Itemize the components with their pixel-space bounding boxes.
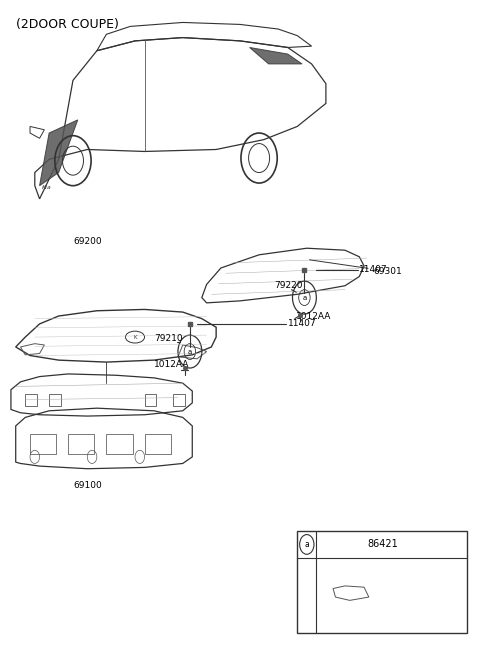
- Text: a: a: [304, 540, 309, 549]
- Bar: [144, 434, 171, 454]
- Bar: [173, 395, 185, 407]
- Bar: [49, 395, 61, 407]
- Text: 11407: 11407: [360, 266, 388, 274]
- Text: a: a: [188, 348, 192, 354]
- Text: 79220: 79220: [275, 281, 303, 290]
- Text: 11407: 11407: [288, 319, 316, 329]
- Text: a: a: [302, 295, 307, 301]
- Text: K: K: [133, 334, 137, 340]
- Text: Kia: Kia: [42, 184, 52, 190]
- Text: 1012AA: 1012AA: [154, 360, 190, 369]
- Bar: [30, 434, 56, 454]
- Bar: [68, 434, 95, 454]
- Text: 69100: 69100: [73, 481, 102, 490]
- Text: 1012AA: 1012AA: [296, 311, 332, 321]
- Text: (2DOOR COUPE): (2DOOR COUPE): [16, 18, 119, 31]
- Bar: [25, 395, 37, 407]
- Bar: [107, 434, 132, 454]
- Text: 86421: 86421: [368, 539, 398, 549]
- Text: 69200: 69200: [73, 237, 102, 246]
- Bar: [297, 531, 467, 633]
- Bar: [144, 395, 156, 407]
- Polygon shape: [250, 48, 302, 64]
- Polygon shape: [39, 120, 78, 186]
- Text: 69301: 69301: [310, 260, 402, 276]
- Text: 79210: 79210: [154, 334, 183, 343]
